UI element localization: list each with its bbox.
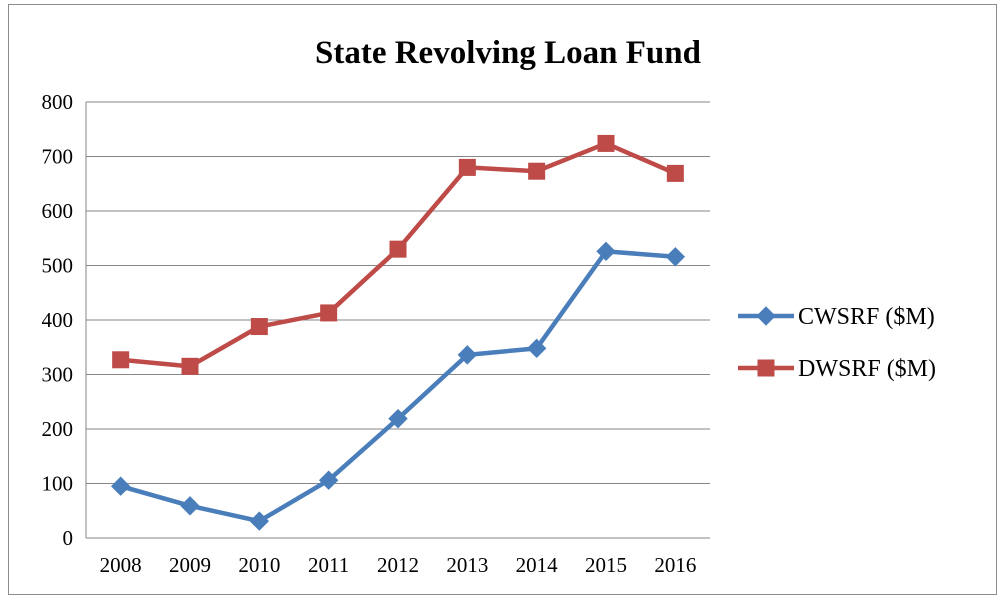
legend-entry: DWSRF ($M) — [738, 356, 936, 382]
data-point-diamond — [526, 338, 547, 359]
data-point-diamond — [388, 408, 408, 429]
data-point-diamond — [180, 496, 200, 516]
series-square — [112, 134, 684, 375]
legend-label: CWSRF ($M) — [798, 304, 935, 330]
data-point-square — [389, 240, 407, 258]
x-tick-label: 2013 — [446, 553, 488, 577]
y-tick-label: 700 — [42, 145, 74, 169]
x-tick-label: 2014 — [516, 553, 559, 577]
data-point-square — [597, 134, 615, 152]
data-point-diamond — [249, 511, 270, 531]
data-point-diamond — [318, 470, 339, 490]
legend-marker-square — [757, 359, 775, 377]
y-tick-label: 100 — [42, 472, 74, 496]
data-point-square — [320, 304, 338, 322]
series — [110, 134, 686, 531]
data-point-diamond — [457, 345, 478, 365]
axes: 0 100 200 300 400 500 600 700 800 2008 2009 2010 201… — [42, 90, 710, 577]
x-tick-label: 2015 — [585, 553, 627, 577]
legend: CWSRF ($M) DWSRF ($M) — [738, 304, 936, 382]
x-tick-label: 2012 — [377, 553, 419, 577]
legend-marker-diamond — [756, 306, 776, 326]
data-point-square — [250, 318, 268, 336]
series-diamond — [110, 241, 686, 531]
line-chart: State Revolving Loan Fund 0 100 200 300 400 5… — [42, 35, 937, 577]
x-tick-label: 2010 — [238, 553, 280, 577]
y-tick-label: 0 — [63, 526, 74, 550]
data-point-diamond — [110, 476, 131, 496]
data-point-square — [112, 351, 130, 369]
legend-label: DWSRF ($M) — [798, 356, 936, 382]
y-tick-label: 300 — [42, 363, 74, 387]
x-tick-label: 2008 — [100, 553, 142, 577]
data-point-square — [181, 357, 199, 375]
series-line — [120, 249, 676, 524]
x-tick-label: 2016 — [654, 553, 696, 577]
y-tick-label: 800 — [42, 90, 74, 114]
y-tick-label: 500 — [42, 254, 74, 278]
chart-frame: State Revolving Loan Fund 0 100 200 300 400 5… — [8, 4, 997, 595]
data-point-square — [666, 164, 684, 182]
chart-title: State Revolving Loan Fund — [315, 35, 701, 71]
y-tick-label: 200 — [42, 417, 74, 441]
x-tick-label: 2011 — [308, 553, 349, 577]
data-point-square — [528, 162, 546, 180]
y-tick-label: 400 — [42, 308, 74, 332]
legend-entry: CWSRF ($M) — [738, 304, 935, 330]
data-point-square — [458, 158, 476, 176]
data-point-diamond — [665, 247, 686, 267]
y-tick-label: 600 — [42, 199, 74, 223]
data-point-diamond — [596, 241, 616, 262]
x-tick-label: 2009 — [169, 553, 211, 577]
